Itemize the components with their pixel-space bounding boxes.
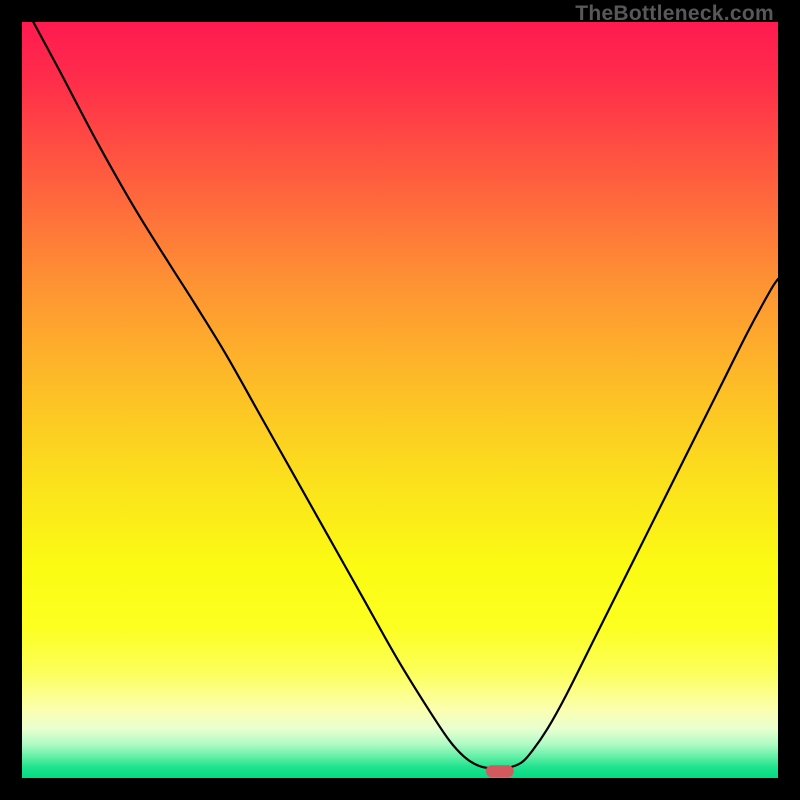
chart-container: TheBottleneck.com <box>0 0 800 800</box>
plot-area <box>22 22 778 778</box>
optimal-point-marker <box>486 765 514 777</box>
chart-svg <box>22 22 778 778</box>
